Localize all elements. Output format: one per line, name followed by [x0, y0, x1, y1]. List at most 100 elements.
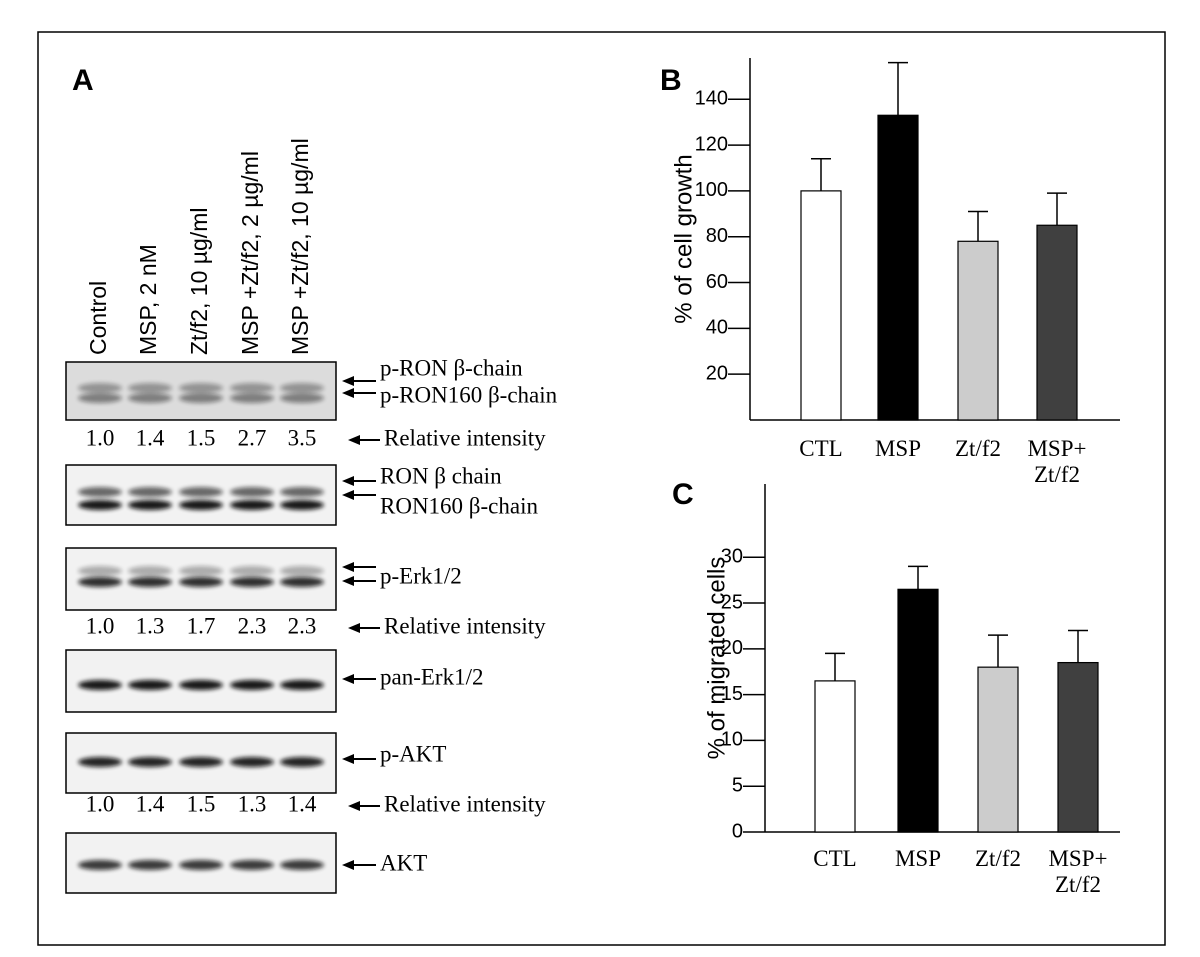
frame: [37, 31, 1166, 946]
band: [179, 383, 223, 393]
x-tick-label: MSP: [894, 846, 942, 871]
arrow-head: [342, 476, 354, 486]
y-axis-label: % of cell growth: [670, 154, 697, 323]
intensity-value: 1.7: [187, 613, 216, 638]
arrow-head: [348, 623, 360, 633]
x-tick-label: Zt/f2: [975, 846, 1021, 871]
x-tick-label: CTL: [799, 436, 843, 461]
band: [179, 577, 223, 587]
intensity-value: 3.5: [288, 425, 317, 450]
intensity-value: 1.3: [136, 613, 165, 638]
bar: [1036, 224, 1078, 421]
band: [128, 500, 172, 510]
band: [128, 393, 172, 403]
band: [128, 577, 172, 587]
panel-label: A: [72, 64, 94, 97]
y-tick-label: 20: [706, 362, 728, 384]
arrow-head: [342, 490, 354, 500]
intensity-value: 2.3: [238, 613, 267, 638]
band: [179, 393, 223, 403]
band-label: p-RON160 β-chain: [380, 382, 558, 407]
band: [179, 500, 223, 510]
arrow-head: [342, 376, 354, 386]
intensity-value: 2.3: [288, 613, 317, 638]
intensity-value: 1.3: [238, 791, 267, 816]
band: [280, 680, 324, 690]
band-label: RON160 β-chain: [380, 493, 538, 518]
band: [128, 680, 172, 690]
band: [128, 860, 172, 870]
x-tick-label: MSP: [874, 436, 922, 461]
intensity-value: 2.7: [238, 425, 267, 450]
bar: [897, 588, 939, 833]
band: [78, 383, 122, 393]
y-tick-label: 20: [721, 637, 743, 659]
arrow-head: [342, 754, 354, 764]
arrow-head: [342, 674, 354, 684]
intensity-value: 1.5: [187, 425, 216, 450]
band-label: AKT: [380, 850, 427, 875]
lane-label: MSP +Zt/f2, 10 µg/ml: [287, 138, 313, 355]
y-tick-label: 40: [706, 317, 728, 339]
lane-label: MSP, 2 nM: [135, 244, 161, 355]
y-tick-label: 60: [706, 271, 728, 293]
panel-label: C: [672, 478, 694, 511]
panel-label: B: [660, 64, 682, 97]
arrow-head: [342, 562, 354, 572]
band: [230, 566, 274, 576]
bar: [800, 190, 842, 421]
intensity-label: Relative intensity: [384, 425, 546, 450]
band: [128, 487, 172, 497]
x-tick-label: CTL: [813, 846, 857, 871]
band: [78, 577, 122, 587]
band: [280, 393, 324, 403]
arrow-head: [342, 576, 354, 586]
intensity-label: Relative intensity: [384, 791, 546, 816]
intensity-value: 1.4: [136, 791, 165, 816]
intensity-value: 1.4: [288, 791, 317, 816]
band-label: RON β chain: [380, 463, 502, 488]
y-tick-label: 100: [695, 179, 728, 201]
y-tick-label: 25: [721, 591, 743, 613]
arrow-head: [348, 435, 360, 445]
bar: [957, 240, 999, 421]
band: [230, 680, 274, 690]
band-label: p-Erk1/2: [380, 563, 462, 588]
band: [179, 487, 223, 497]
y-tick-label: 5: [732, 774, 743, 796]
y-tick-label: 10: [721, 729, 743, 751]
band: [128, 383, 172, 393]
band-label: pan-Erk1/2: [380, 664, 483, 689]
band: [78, 680, 122, 690]
band: [128, 757, 172, 767]
arrow-head: [342, 388, 354, 398]
y-tick-label: 80: [706, 225, 728, 247]
band: [179, 757, 223, 767]
y-tick-label: 0: [732, 820, 743, 842]
y-tick-label: 140: [695, 88, 728, 110]
band: [280, 566, 324, 576]
band: [230, 757, 274, 767]
lane-label: Control: [85, 281, 111, 355]
band: [78, 487, 122, 497]
band: [280, 487, 324, 497]
band: [230, 577, 274, 587]
y-tick-label: 120: [695, 133, 728, 155]
x-tick-label: MSP+ Zt/f2: [1048, 846, 1108, 897]
band: [179, 860, 223, 870]
band: [280, 757, 324, 767]
y-tick-label: 30: [721, 546, 743, 568]
band-label: p-AKT: [380, 741, 446, 766]
band: [78, 860, 122, 870]
y-axis-label: % of migrated cells: [703, 557, 730, 760]
lane-label: MSP +Zt/f2, 2 µg/ml: [237, 151, 263, 355]
band: [230, 393, 274, 403]
band: [280, 860, 324, 870]
bar: [814, 680, 856, 833]
band: [179, 566, 223, 576]
band: [128, 566, 172, 576]
band: [78, 757, 122, 767]
band: [230, 383, 274, 393]
